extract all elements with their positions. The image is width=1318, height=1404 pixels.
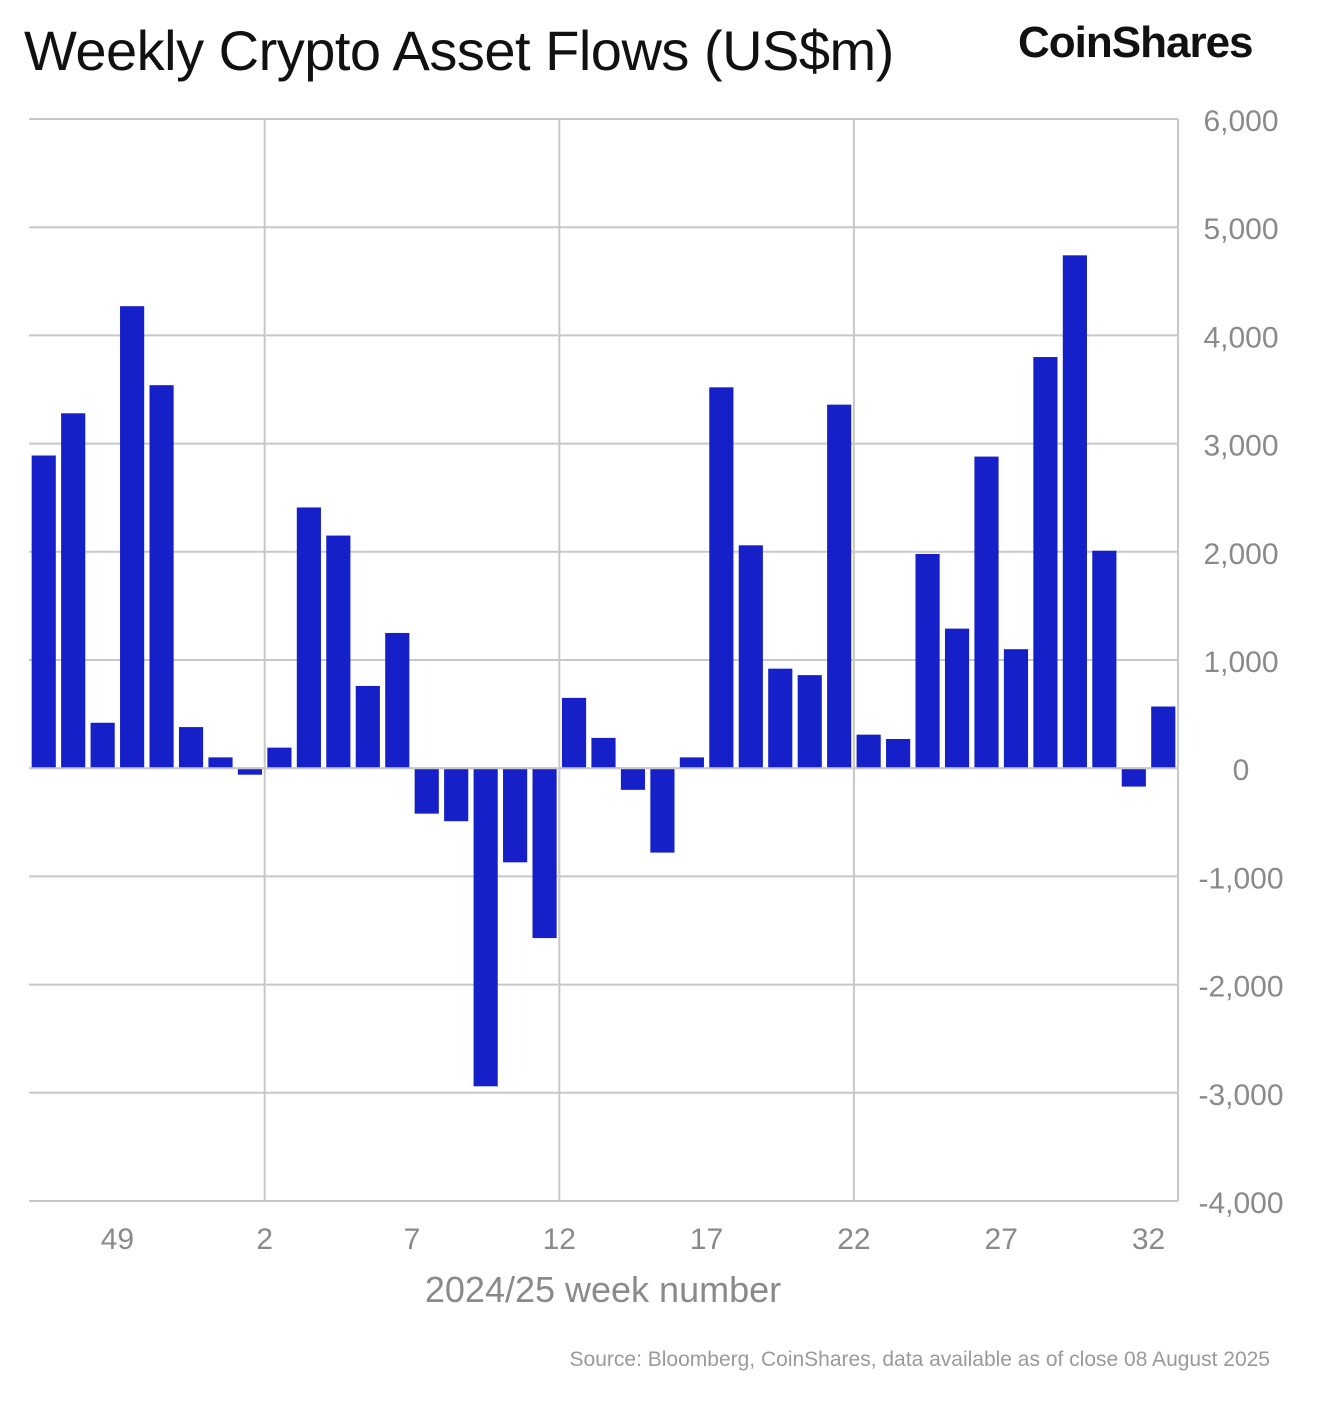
x-axis-label: 2024/25 week number: [425, 1269, 781, 1310]
bar-week-25: [944, 628, 970, 769]
y-tick-label: 5,000: [1203, 213, 1278, 246]
bar-week-5: [355, 685, 380, 769]
bar-week-13: [591, 737, 616, 769]
bar-week-12: [561, 697, 587, 769]
bar-week-52: [208, 757, 233, 769]
x-tick-label: 7: [404, 1223, 421, 1256]
x-tick-label: 2: [256, 1223, 273, 1256]
bar-week-21: [827, 404, 852, 769]
bar-week-15: [650, 768, 675, 853]
bar-week-16: [679, 757, 704, 769]
source-note: Source: Bloomberg, CoinShares, data avai…: [569, 1348, 1270, 1371]
brand-logo: CoinShares: [1018, 18, 1254, 67]
bar-week-10: [503, 768, 528, 863]
bar-week-26: [974, 456, 999, 769]
x-tick-label: 49: [101, 1223, 134, 1256]
bar-week-48: [90, 722, 115, 769]
y-tick-label: -4,000: [1198, 1187, 1283, 1220]
bar-week-14: [620, 768, 646, 790]
bar-week-11: [532, 768, 557, 939]
bar-layer: [31, 255, 1176, 1087]
bar-week-28: [1033, 357, 1058, 769]
bar-week-1: [237, 768, 263, 775]
y-tick-label: -2,000: [1198, 971, 1283, 1004]
bar-week-3: [296, 507, 321, 769]
y-tick-label: 0: [1233, 754, 1250, 787]
bar-week-49: [120, 306, 145, 769]
y-tick-label: -1,000: [1198, 862, 1283, 895]
x-tick-label: 17: [690, 1223, 723, 1256]
bar-week-18: [738, 545, 763, 769]
y-tick-label: 4,000: [1203, 321, 1278, 354]
axis-layer: 6,000 5,000 4,000 3,000 2,000 1,000 0 -1,000 -2,…: [29, 105, 1284, 1256]
bar-week-19: [768, 668, 793, 769]
bar-week-17: [709, 387, 734, 769]
y-tick-label: 1,000: [1203, 646, 1278, 679]
bar-week-32: [1151, 706, 1176, 769]
x-tick-label: 22: [837, 1223, 870, 1256]
bar-week-2: [267, 747, 292, 769]
bar-week-51: [178, 727, 204, 769]
y-tick-label: 2,000: [1203, 538, 1278, 571]
bar-week-46: [31, 455, 56, 769]
y-tick-label: 6,000: [1203, 105, 1278, 138]
bar-week-22: [856, 734, 881, 769]
bar-week-8: [444, 768, 469, 822]
bar-week-6: [385, 632, 410, 769]
bar-week-9: [473, 768, 498, 1087]
bar-week-47: [61, 413, 86, 769]
bar-week-30: [1092, 550, 1117, 769]
bar-week-4: [326, 535, 351, 769]
bar-week-7: [414, 768, 439, 814]
bar-week-24: [915, 553, 940, 769]
chart-title: Weekly Crypto Asset Flows (US$m): [24, 19, 894, 82]
x-tick-label: 27: [985, 1223, 1018, 1256]
bar-week-27: [1003, 649, 1029, 769]
x-tick-label: 12: [543, 1223, 576, 1256]
bar-week-31: [1121, 768, 1146, 787]
bar-week-20: [797, 675, 822, 769]
y-tick-label: 3,000: [1203, 430, 1278, 463]
y-tick-label: -3,000: [1198, 1079, 1283, 1112]
bar-week-29: [1062, 255, 1087, 769]
bar-week-23: [886, 738, 911, 769]
x-tick-label: 32: [1132, 1223, 1165, 1256]
bar-week-50: [149, 385, 174, 769]
